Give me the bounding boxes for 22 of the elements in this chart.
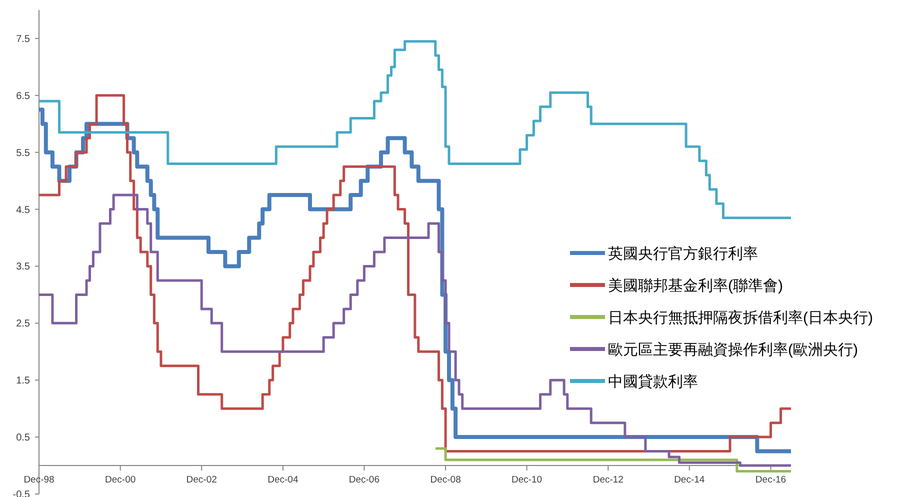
x-tick-label: Dec-08 [430,474,461,486]
legend-label: 歐元區主要再融資操作利率(歐洲央行) [608,341,858,358]
legend-label: 英國央行官方銀行利率 [608,245,758,262]
y-tick-label: 0.5 [16,432,30,444]
y-tick-label: 7.5 [16,34,30,45]
y-tick-label: 4.5 [16,204,30,216]
y-tick-label: 2.5 [16,318,30,330]
x-tick-label: Dec-12 [592,474,624,486]
legend-label: 中國貸款利率 [608,373,698,390]
x-tick-label: Dec-00 [105,474,136,486]
x-tick-label: Dec-06 [348,474,380,486]
y-tick-label: 6.5 [16,90,30,102]
x-tick-label: Dec-02 [186,474,217,486]
y-tick-label: 1.5 [16,376,30,387]
y-tick-label: 5.5 [16,148,30,159]
legend-label: 日本央行無抵押隔夜拆借利率(日本央行) [608,309,873,326]
y-tick-label: 3.5 [16,262,30,273]
x-tick-label: Dec-16 [755,474,786,486]
x-tick-label: Dec-04 [268,474,298,486]
x-tick-label: Dec-14 [674,474,705,486]
x-tick-label: Dec-10 [511,474,542,486]
legend-label: 美國聯邦基金利率(聯準會) [608,277,783,294]
